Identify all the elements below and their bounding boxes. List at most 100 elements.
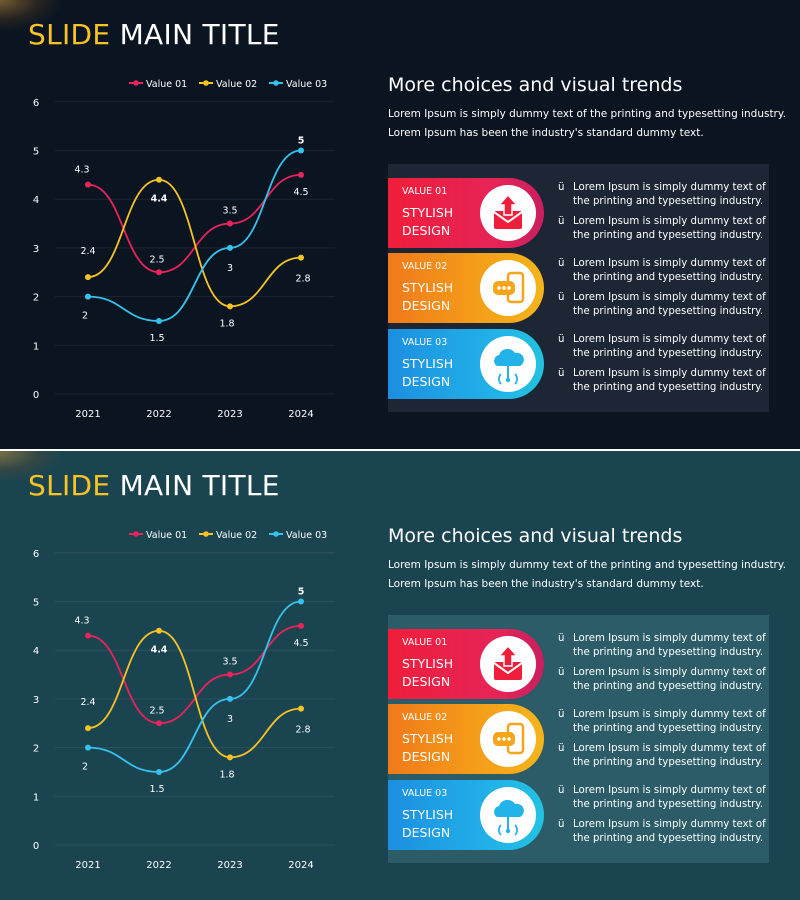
y-tick-label: 6 (33, 98, 39, 109)
bullet-text-line1: Lorem Ipsum is simply dummy text of (573, 743, 766, 754)
data-point (227, 754, 233, 761)
y-tick-label: 2 (33, 744, 39, 755)
bullet-mark: ü (558, 258, 565, 269)
bullet-item: ü Lorem Ipsum is simply dummy text of the … (558, 181, 766, 209)
bullet-item: ü Lorem Ipsum is simply dummy text of the … (558, 708, 766, 736)
x-tick-label: 2023 (217, 409, 242, 420)
icon-badge (480, 636, 536, 692)
series-line-3 (87, 149, 302, 322)
bullet-text-line1: Lorem Ipsum is simply dummy text of (573, 334, 766, 345)
data-point (156, 720, 162, 727)
data-point (227, 220, 233, 227)
y-tick-label: 1 (33, 792, 39, 803)
data-label: 4.5 (293, 638, 308, 649)
series-line-2 (87, 629, 302, 759)
bullet-mark: ü (558, 292, 565, 303)
y-tick-label: 1 (33, 341, 39, 352)
bullet-mark: ü (558, 667, 565, 678)
card-title-line1: STYLISH (402, 205, 454, 220)
data-label: 2.8 (295, 274, 310, 285)
x-tick-label: 2024 (288, 860, 313, 871)
value-card-3: VALUE 03 STYLISH DESIGN (388, 780, 544, 850)
slide-dark: SLIDE MAIN TITLE 0 1 2 3 4 5 6 2021 2022 2023 2024… (0, 0, 800, 449)
mail-upload-icon (493, 193, 523, 229)
bullet-text-line2: the printing and typesetting industry. (573, 306, 764, 317)
value-label: VALUE 01 (402, 186, 448, 197)
legend-label: Value 03 (286, 79, 327, 90)
value-label: VALUE 02 (402, 712, 448, 723)
bullet-text-line1: Lorem Ipsum is simply dummy text of (573, 633, 766, 644)
data-label: 3.5 (222, 657, 237, 668)
bullet-text-line1: Lorem Ipsum is simply dummy text of (573, 819, 766, 830)
card-title: STYLISH DESIGN (402, 806, 482, 842)
data-point (227, 303, 233, 310)
bullet-text-line1: Lorem Ipsum is simply dummy text of (573, 368, 766, 379)
legend-marker (203, 80, 209, 86)
data-label: 5 (298, 587, 305, 598)
data-point (85, 632, 91, 639)
data-label: 1.5 (149, 784, 164, 795)
value-card-2: VALUE 02 STYLISH DESIGN (388, 704, 544, 774)
values-panel: VALUE 01 STYLISH DESIGN ü Lorem Ipsum is sim… (388, 164, 769, 412)
data-point (85, 181, 91, 188)
section-heading: More choices and visual trends (388, 525, 683, 547)
value-label: VALUE 03 (402, 788, 448, 799)
card-title: STYLISH DESIGN (402, 204, 482, 240)
bullet-text-line1: Lorem Ipsum is simply dummy text of (573, 709, 766, 720)
bullet-item: ü Lorem Ipsum is simply dummy text of the … (558, 215, 766, 243)
bullet-text-line2: the printing and typesetting industry. (573, 833, 764, 844)
phone-chat-icon (493, 722, 525, 755)
card-title: STYLISH DESIGN (402, 730, 482, 766)
corner-decoration (0, 0, 60, 30)
value-label: VALUE 02 (402, 261, 448, 272)
card-title-line2: DESIGN (402, 223, 451, 238)
y-tick-label: 0 (33, 841, 39, 852)
legend-label: Value 01 (146, 530, 187, 541)
slide-teal: SLIDE MAIN TITLE 0 1 2 3 4 5 6 2021 2022 2023 2024… (0, 451, 800, 900)
bullet-text-line1: Lorem Ipsum is simply dummy text of (573, 667, 766, 678)
y-tick-label: 4 (33, 195, 39, 206)
data-label: 1.8 (219, 769, 234, 780)
card-title-line1: STYLISH (402, 731, 454, 746)
bullet-mark: ü (558, 743, 565, 754)
bullet-item: ü Lorem Ipsum is simply dummy text of the … (558, 784, 766, 812)
value-card-3: VALUE 03 STYLISH DESIGN (388, 329, 544, 399)
bullet-mark: ü (558, 785, 565, 796)
legend-label: Value 03 (286, 530, 327, 541)
line-chart: 0 1 2 3 4 5 6 2021 2022 2023 2024 Value 01 Value 02 V… (33, 530, 335, 871)
section-description: Lorem Ipsum is simply dummy text of the … (388, 556, 786, 594)
y-tick-label: 3 (33, 244, 39, 255)
bullet-mark: ü (558, 633, 565, 644)
icon-badge (480, 336, 536, 392)
data-label: 2.4 (80, 246, 95, 257)
data-label: 5 (298, 136, 305, 147)
value-label: VALUE 03 (402, 337, 448, 348)
data-label: 4.3 (74, 616, 89, 627)
data-label: 3.5 (222, 206, 237, 217)
data-point (227, 695, 233, 702)
legend-marker (133, 531, 139, 537)
x-tick-label: 2022 (146, 860, 171, 871)
description-line: Lorem Ipsum is simply dummy text of the … (388, 559, 786, 571)
bullet-item: ü Lorem Ipsum is simply dummy text of the … (558, 333, 766, 361)
bullet-item: ü Lorem Ipsum is simply dummy text of the … (558, 818, 766, 846)
bullet-text-line1: Lorem Ipsum is simply dummy text of (573, 292, 766, 303)
title-highlight: SLIDE (28, 18, 111, 51)
card-title: STYLISH DESIGN (402, 655, 482, 691)
data-label: 2 (82, 311, 88, 322)
bullet-mark: ü (558, 709, 565, 720)
bullet-list: ü Lorem Ipsum is simply dummy text of the … (558, 181, 766, 249)
card-title-line2: DESIGN (402, 374, 451, 389)
legend-marker (273, 531, 279, 537)
card-title-line1: STYLISH (402, 356, 454, 371)
slide-title: SLIDE MAIN TITLE (28, 469, 280, 502)
data-label: 4.4 (151, 194, 168, 205)
data-label: 2.4 (80, 697, 95, 708)
data-point (156, 176, 162, 183)
data-label: 3 (227, 714, 233, 725)
bullet-mark: ü (558, 182, 565, 193)
description-line: Lorem Ipsum has been the industry's stan… (388, 578, 704, 590)
section-description: Lorem Ipsum is simply dummy text of the … (388, 105, 786, 143)
card-title-line2: DESIGN (402, 825, 451, 840)
cloud-network-icon (494, 348, 524, 385)
